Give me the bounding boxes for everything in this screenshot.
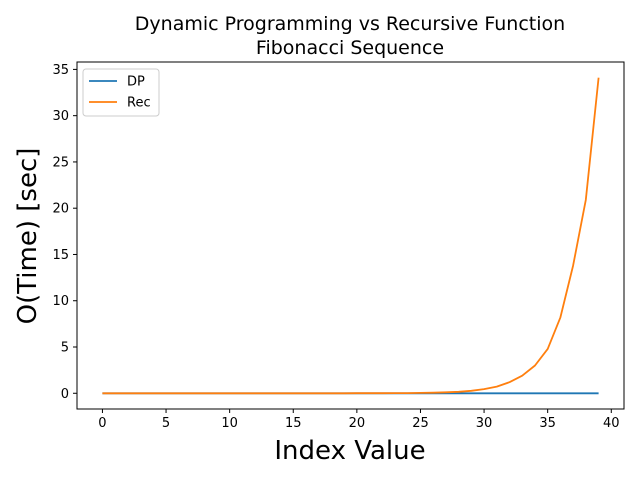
x-tick-label: 40: [603, 416, 620, 431]
series-line-rec: [102, 77, 600, 395]
y-tick-label: 15: [52, 248, 69, 263]
x-axis-label: Index Value: [274, 436, 425, 466]
x-tick-label: 30: [476, 416, 493, 431]
y-tick-label: 20: [52, 202, 69, 217]
y-tick-label: 30: [52, 109, 69, 124]
x-tick-label: 0: [98, 416, 106, 431]
legend: DP Rec: [82, 68, 160, 117]
x-axis-ticks: 0 5 10 15 20 25 30 35 40: [98, 409, 620, 431]
y-axis-label: O(Time) [sec]: [13, 148, 43, 325]
y-tick-label: 5: [61, 341, 69, 356]
y-tick-label: 35: [52, 63, 69, 78]
x-tick-label: 15: [285, 416, 302, 431]
x-tick-label: 20: [349, 416, 366, 431]
x-tick-label: 25: [412, 416, 429, 431]
y-axis-ticks: 0 5 10 15 20 25 30 35: [52, 63, 77, 402]
x-tick-label: 35: [539, 416, 556, 431]
legend-label-rec: Rec: [127, 96, 151, 111]
x-tick-label: 5: [162, 416, 170, 431]
chart-title-line2: Fibonacci Sequence: [256, 37, 444, 59]
y-tick-label: 0: [61, 387, 69, 402]
legend-label-dp: DP: [127, 75, 145, 90]
y-tick-label: 10: [52, 294, 69, 309]
x-tick-label: 10: [221, 416, 238, 431]
y-tick-label: 25: [52, 155, 69, 170]
plot-lines: [102, 77, 600, 395]
chart-title-line1: Dynamic Programming vs Recursive Functio…: [135, 13, 565, 35]
plot-frame: [76, 61, 625, 410]
